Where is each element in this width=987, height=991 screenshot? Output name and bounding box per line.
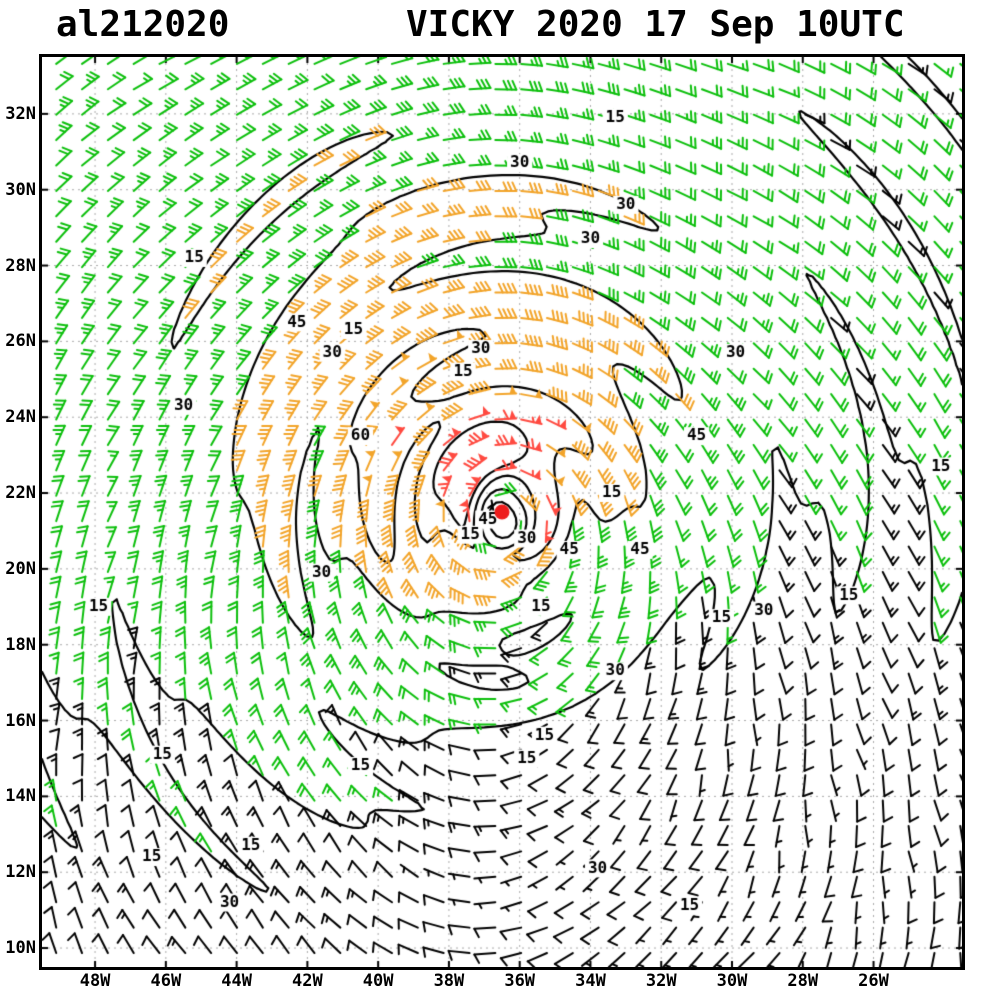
- y-axis-tick-label: 12N: [5, 862, 36, 883]
- map-plot-area: [39, 54, 965, 970]
- y-axis-tick-label: 26N: [5, 331, 36, 352]
- y-axis-tick-label: 22N: [5, 483, 36, 504]
- y-axis-tick-label: 14N: [5, 786, 36, 807]
- y-axis-tick-label: 20N: [5, 558, 36, 579]
- x-axis-tick-label: 42W: [292, 971, 323, 991]
- y-axis-tick-label: 30N: [5, 179, 36, 200]
- y-axis-tick-label: 18N: [5, 634, 36, 655]
- x-axis-tick-label: 34W: [575, 971, 606, 991]
- y-axis-tick-label: 16N: [5, 710, 36, 731]
- x-axis-tick-label: 46W: [150, 971, 182, 991]
- x-axis-tick-label: 26W: [858, 971, 889, 991]
- wind-barb-canvas: [42, 57, 962, 967]
- x-axis-tick-label: 40W: [362, 971, 394, 991]
- y-axis-tick-label: 24N: [5, 407, 36, 428]
- storm-id-label: al212020: [56, 4, 230, 45]
- x-axis-tick-label: 36W: [504, 971, 536, 991]
- x-axis-tick-label: 48W: [79, 971, 111, 991]
- x-axis-tick-label: 44W: [221, 971, 252, 991]
- x-axis-tick-label: 28W: [787, 971, 819, 991]
- y-axis-tick-label: 10N: [5, 938, 36, 959]
- x-axis-tick-label: 38W: [433, 971, 465, 991]
- x-axis-tick-label: 32W: [645, 971, 677, 991]
- y-axis-tick-label: 28N: [5, 255, 36, 276]
- x-axis-tick-label: 30W: [716, 971, 748, 991]
- chart-title: VICKY 2020 17 Sep 10UTC: [406, 4, 905, 45]
- y-axis-tick-label: 32N: [5, 103, 36, 124]
